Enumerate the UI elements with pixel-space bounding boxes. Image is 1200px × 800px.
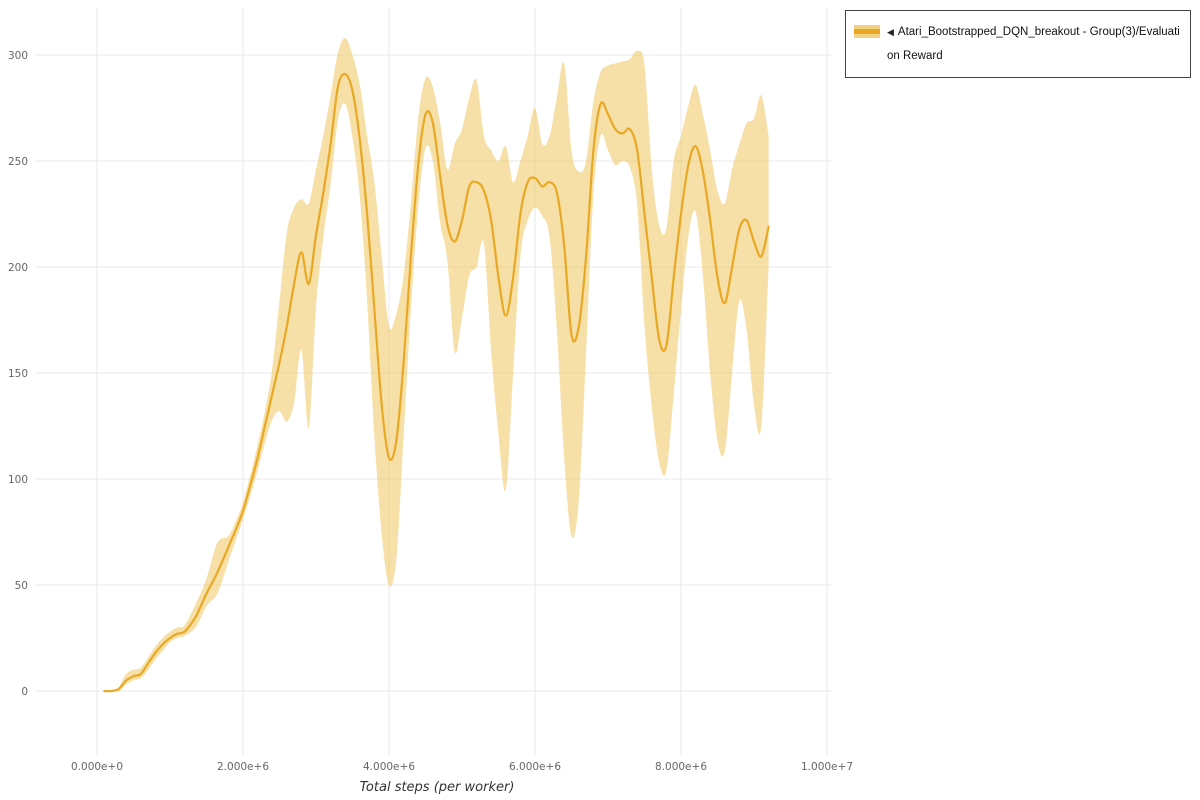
x-tick-label: 8.000e+6 bbox=[655, 761, 707, 773]
y-tick-label: 50 bbox=[15, 580, 28, 592]
y-tick-label: 300 bbox=[8, 50, 28, 62]
grid-layer bbox=[35, 8, 832, 755]
tick-labels-layer: 0.000e+0 2.000e+6 4.000e+6 6.000e+6 8.000e+6… bbox=[8, 50, 853, 773]
y-tick-label: 0 bbox=[21, 686, 28, 698]
mean-line bbox=[103, 72, 770, 693]
x-tick-label: 4.000e+6 bbox=[363, 761, 415, 773]
collapse-arrow-icon: ◀ bbox=[887, 27, 894, 37]
confidence-band bbox=[104, 37, 769, 692]
y-tick-label: 100 bbox=[8, 474, 28, 486]
legend-entry: ◀ Atari_Bootstrapped_DQN_breakout - Group… bbox=[887, 20, 1182, 68]
y-tick-label: 200 bbox=[8, 262, 28, 274]
y-tick-label: 250 bbox=[8, 156, 28, 168]
y-tick-label: 150 bbox=[8, 368, 28, 380]
series-swatch-icon bbox=[854, 25, 880, 38]
legend[interactable]: ◀ Atari_Bootstrapped_DQN_breakout - Group… bbox=[845, 10, 1191, 78]
x-tick-label: 1.000e+7 bbox=[801, 761, 853, 773]
x-tick-label: 0.000e+0 bbox=[71, 761, 123, 773]
x-tick-label: 2.000e+6 bbox=[217, 761, 269, 773]
x-tick-label: 6.000e+6 bbox=[509, 761, 561, 773]
series-label: Atari_Bootstrapped_DQN_breakout - Group(… bbox=[887, 26, 1180, 62]
x-axis-label: Total steps (per worker) bbox=[360, 780, 515, 795]
